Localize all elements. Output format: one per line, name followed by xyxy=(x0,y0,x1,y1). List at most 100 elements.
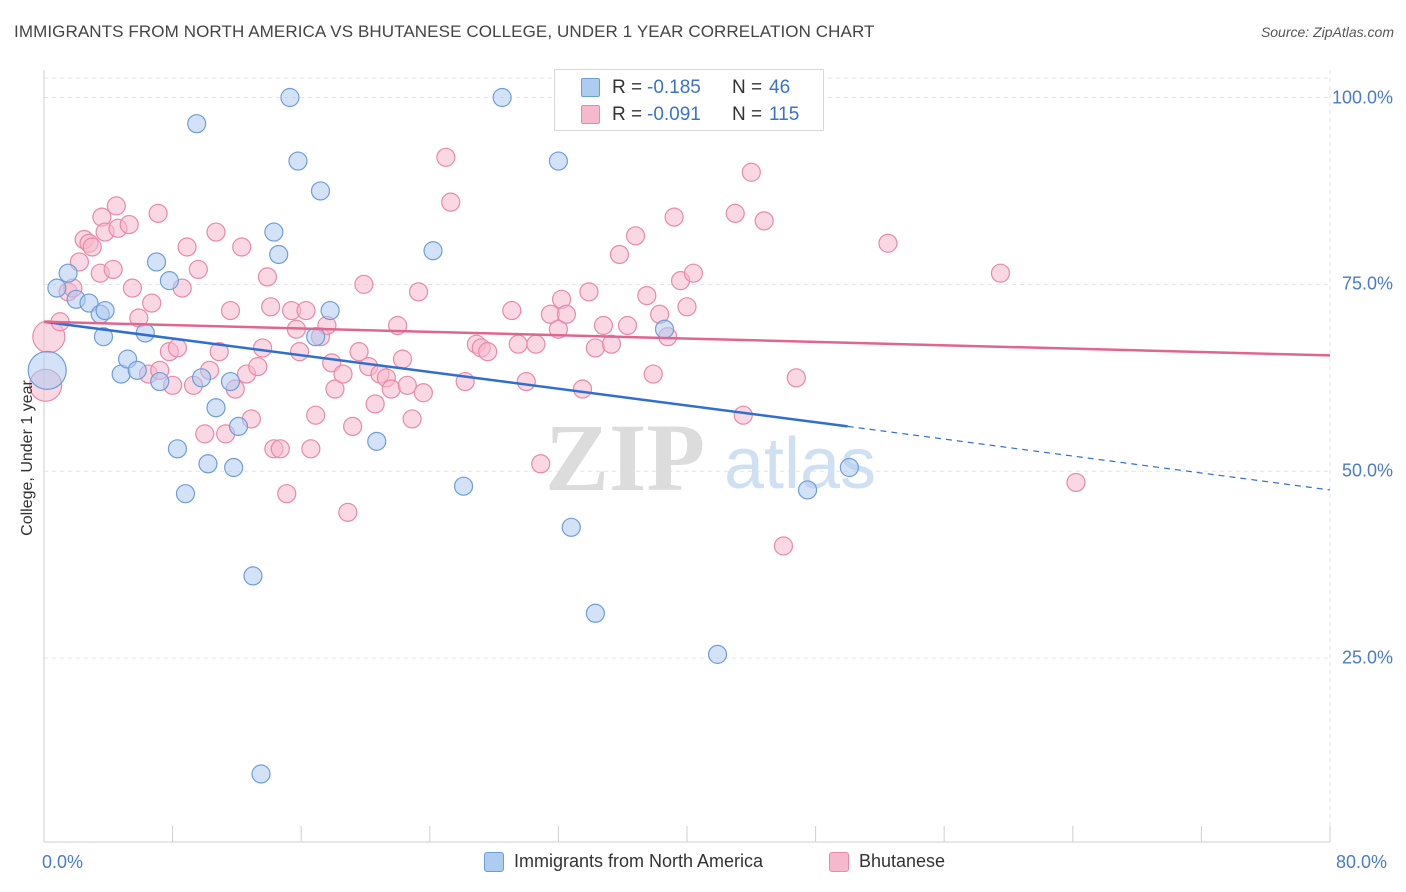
bhutanese-point xyxy=(365,394,385,414)
bhutanese-point xyxy=(1066,472,1086,493)
north-america-point xyxy=(220,371,241,392)
bhutanese-point xyxy=(516,371,536,392)
north-america-point xyxy=(548,151,569,171)
north-america-point xyxy=(127,360,147,380)
bhutanese-point xyxy=(725,203,745,223)
bhutanese-point xyxy=(206,222,226,242)
bhutanese-point xyxy=(683,263,704,283)
bhutanese-point xyxy=(148,203,168,223)
north-america-point xyxy=(288,151,308,171)
bhutanese-point xyxy=(195,424,215,444)
stats-row-bhutanese: R = -0.091 N = 115 xyxy=(555,101,823,127)
legend-item-bhutanese[interactable]: Bhutanese xyxy=(829,851,945,872)
bhutanese-point xyxy=(142,293,162,313)
north-america-point xyxy=(797,480,818,500)
bhutanese-point xyxy=(248,357,268,377)
bhutanese-point xyxy=(436,147,456,167)
n-label: N = xyxy=(732,77,763,98)
bhutanese-point xyxy=(601,334,622,354)
bhutanese-point xyxy=(289,342,310,362)
bhutanese-point xyxy=(990,263,1011,283)
bhutanese-point xyxy=(277,484,297,504)
y-tick-label: 25.0% xyxy=(1341,647,1393,668)
r-value: -0.185 xyxy=(647,77,701,98)
north-america-point xyxy=(280,87,300,108)
bhutanese-point xyxy=(413,383,433,403)
bhutanese-point xyxy=(349,342,369,362)
bhutanese-point xyxy=(167,338,188,358)
north-america-point xyxy=(146,252,167,272)
bhutanese-point xyxy=(408,282,429,302)
bhutanese-point xyxy=(354,274,374,294)
bhutanese-point xyxy=(397,375,417,395)
bhutanese-point xyxy=(402,409,422,429)
chart-title: IMMIGRANTS FROM NORTH AMERICA VS BHUTANE… xyxy=(14,22,875,41)
bhutanese-point xyxy=(325,379,345,399)
stats-box: R = -0.185 N = 46 R = -0.091 N = 115 xyxy=(554,69,824,131)
bhutanese-point xyxy=(381,379,401,399)
north-america-point xyxy=(654,319,675,339)
bhutanese-point xyxy=(253,338,273,358)
bhutanese-point xyxy=(122,278,143,298)
r-label: R = xyxy=(612,77,643,98)
north-america-point xyxy=(159,271,179,291)
north-america-point xyxy=(306,327,326,347)
legend-item-north-america[interactable]: Immigrants from North America xyxy=(484,851,763,872)
bhutanese-point xyxy=(508,334,528,354)
bhutanese-point xyxy=(188,259,208,280)
bhutanese-point xyxy=(609,244,630,265)
bhutanese-point xyxy=(593,315,614,336)
bhutanese-point xyxy=(585,338,605,358)
bhutanese-point xyxy=(270,439,290,459)
stats-swatch-blue xyxy=(581,78,600,97)
north-america-point xyxy=(423,241,443,261)
legend-label: Bhutanese xyxy=(859,851,946,871)
bhutanese-point xyxy=(741,162,761,182)
axes xyxy=(43,70,1331,843)
north-america-point xyxy=(585,603,605,623)
north-america-point xyxy=(839,457,859,478)
bhutanese-point xyxy=(579,282,599,302)
bhutanese-point xyxy=(261,297,281,317)
north-america-point xyxy=(206,398,226,418)
north-america-point xyxy=(310,181,331,201)
bhutanese-point xyxy=(106,196,126,216)
y-axis-label: College, Under 1 year xyxy=(19,380,36,536)
north-america-point xyxy=(93,327,114,347)
source-label: Source: ZipAtlas.com xyxy=(1260,24,1394,40)
legend-label: Immigrants from North America xyxy=(514,851,764,871)
north-america-trend-line xyxy=(43,320,848,428)
bhutanese-point xyxy=(220,300,241,321)
bhutanese-point xyxy=(733,405,753,425)
bhutanese-point xyxy=(338,502,358,522)
bhutanese-point xyxy=(531,454,551,474)
bhutanese-point xyxy=(526,334,546,354)
n-label: N = xyxy=(732,104,763,125)
north-america-point xyxy=(243,566,263,586)
trend-lines xyxy=(43,320,1331,491)
bhutanese-trend-line xyxy=(43,320,1331,357)
legend-swatch-blue xyxy=(484,851,504,872)
bhutanese-point xyxy=(878,233,898,253)
bhutanese-point xyxy=(301,439,321,459)
bhutanese-point xyxy=(343,416,363,436)
north-america-point xyxy=(187,114,207,134)
bhutanese-point xyxy=(119,214,139,235)
bhutanese-point xyxy=(232,237,252,257)
legend-swatch-pink xyxy=(829,851,849,872)
bhutanese-point xyxy=(786,368,806,388)
stats-swatch-pink xyxy=(581,105,600,124)
north-america-point xyxy=(224,457,244,478)
north-america-point xyxy=(198,454,218,474)
bhutanese-point xyxy=(637,285,657,306)
y-tick-label: 100.0% xyxy=(1331,87,1393,107)
bhutanese-point xyxy=(333,364,353,384)
watermark-zip: ZIP xyxy=(545,404,705,511)
bhutanese-point xyxy=(556,304,577,324)
north-america-point xyxy=(269,244,289,265)
x-tick-min: 0.0% xyxy=(42,852,84,872)
n-value: 115 xyxy=(769,104,800,125)
north-america-point xyxy=(228,416,249,436)
north-america-point xyxy=(264,222,284,242)
